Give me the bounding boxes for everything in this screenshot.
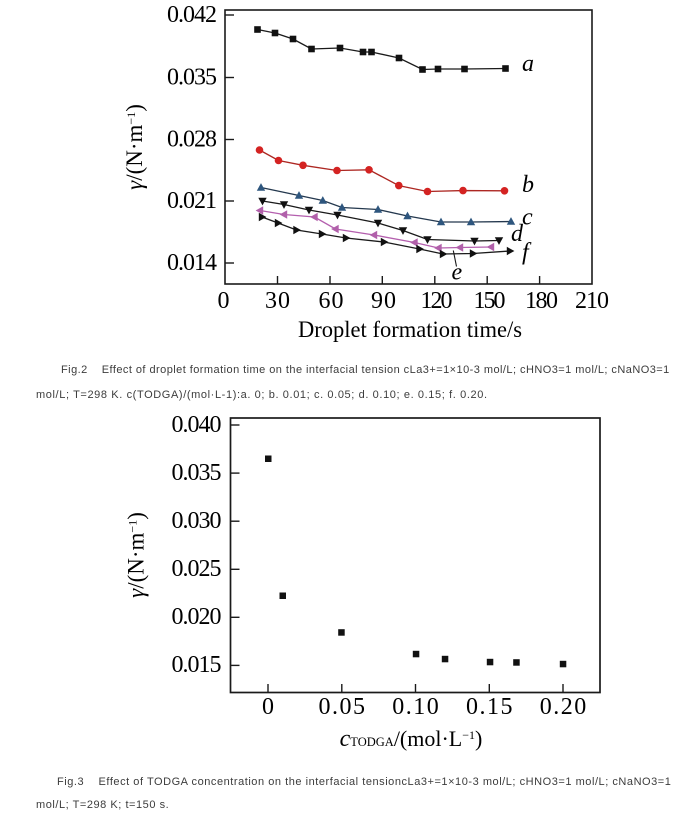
- svg-text:0.042: 0.042: [167, 2, 217, 28]
- svg-text:cTODGA/(mol·L−1): cTODGA/(mol·L−1): [340, 726, 483, 752]
- svg-text:0.020: 0.020: [172, 604, 222, 630]
- svg-text:0.20: 0.20: [540, 694, 587, 720]
- svg-text:210: 210: [575, 288, 609, 314]
- svg-text:0.028: 0.028: [167, 127, 217, 153]
- svg-text:b: b: [522, 172, 534, 198]
- svg-text:d: d: [511, 221, 524, 247]
- svg-text:0.014: 0.014: [167, 250, 217, 276]
- svg-text:0: 0: [262, 694, 274, 720]
- svg-text:0.15: 0.15: [466, 694, 513, 720]
- svg-text:150: 150: [474, 288, 506, 314]
- svg-text:f: f: [522, 240, 532, 266]
- svg-text:0.021: 0.021: [167, 188, 217, 214]
- svg-text:0.025: 0.025: [172, 556, 222, 582]
- svg-text:Droplet formation time/s: Droplet formation time/s: [298, 317, 522, 342]
- svg-text:0.040: 0.040: [172, 412, 222, 438]
- svg-text:0: 0: [218, 288, 230, 314]
- svg-text:e: e: [452, 260, 463, 286]
- svg-text:c: c: [522, 205, 533, 231]
- svg-text:120: 120: [421, 288, 453, 314]
- svg-text:γ/(N·m−1): γ/(N·m−1): [122, 104, 147, 190]
- svg-text:γ/(N·m−1): γ/(N·m−1): [124, 512, 149, 598]
- svg-text:180: 180: [525, 288, 558, 314]
- svg-text:a: a: [522, 51, 534, 77]
- svg-text:0.10: 0.10: [392, 694, 439, 720]
- svg-text:90: 90: [371, 288, 396, 314]
- svg-text:0.05: 0.05: [319, 694, 366, 720]
- svg-text:0.035: 0.035: [167, 65, 217, 91]
- svg-text:30: 30: [265, 288, 290, 314]
- svg-text:0.015: 0.015: [172, 652, 222, 678]
- svg-text:0.035: 0.035: [172, 460, 222, 486]
- svg-text:0.030: 0.030: [172, 508, 222, 534]
- svg-text:60: 60: [319, 288, 344, 314]
